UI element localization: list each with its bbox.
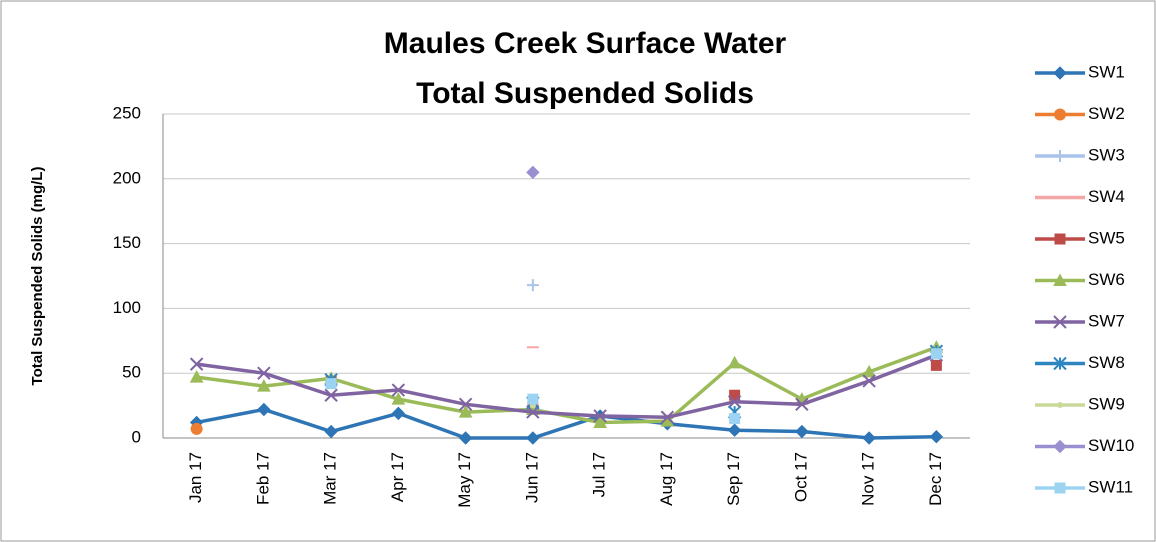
data-point xyxy=(458,405,473,418)
x-tick-label: Nov 17 xyxy=(859,452,878,506)
y-tick-label: 0 xyxy=(132,427,141,446)
legend-marker xyxy=(1054,482,1066,494)
data-point xyxy=(526,431,540,445)
data-point xyxy=(929,429,944,444)
y-axis-title: Total Suspended Solids (mg/L) xyxy=(29,167,46,386)
legend-marker xyxy=(1053,356,1067,371)
data-point xyxy=(795,424,809,439)
data-point xyxy=(257,379,271,392)
data-point xyxy=(189,357,204,371)
legend-label: SW3 xyxy=(1088,145,1125,164)
legend-label: SW11 xyxy=(1088,477,1133,496)
data-point xyxy=(862,431,876,445)
legend-marker xyxy=(1057,402,1063,408)
data-point xyxy=(526,279,539,292)
data-point xyxy=(257,402,271,417)
y-tick-label: 150 xyxy=(113,233,141,252)
data-point xyxy=(930,359,942,371)
data-point xyxy=(727,395,742,409)
data-point xyxy=(526,165,540,180)
legend-label: SW1 xyxy=(1088,62,1125,81)
legend-marker xyxy=(1053,66,1067,80)
x-tick-label: Feb 17 xyxy=(253,452,272,505)
x-tick-label: Aug 17 xyxy=(657,452,676,506)
legend-marker xyxy=(1053,273,1067,286)
data-point xyxy=(391,392,406,405)
x-tick-label: May 17 xyxy=(455,452,474,508)
legend-label: SW7 xyxy=(1088,311,1125,330)
data-point xyxy=(324,424,338,439)
x-tick-label: Jan 17 xyxy=(186,452,205,503)
data-point xyxy=(257,366,271,380)
data-point xyxy=(458,397,473,412)
legend-marker xyxy=(1053,315,1067,329)
series-line xyxy=(196,345,937,425)
x-tick-label: Jun 17 xyxy=(522,452,541,503)
legend-label: SW10 xyxy=(1088,436,1134,455)
y-tick-label: 100 xyxy=(113,298,141,317)
data-point xyxy=(930,348,942,360)
legend-label: SW2 xyxy=(1088,104,1125,123)
data-point xyxy=(593,415,607,428)
legend-label: SW4 xyxy=(1088,187,1125,206)
data-point xyxy=(189,370,204,383)
chart-title: Total Suspended Solids xyxy=(416,77,754,110)
series-line xyxy=(196,353,938,420)
x-tick-label: Oct 17 xyxy=(791,452,810,502)
data-point xyxy=(324,388,338,402)
x-tick-label: Mar 17 xyxy=(321,452,340,505)
data-point xyxy=(527,393,539,405)
legend-marker xyxy=(1054,233,1066,245)
data-point xyxy=(458,431,473,445)
legend-label: SW5 xyxy=(1088,228,1125,247)
x-tick-label: Dec 17 xyxy=(926,452,945,506)
data-point xyxy=(862,364,876,378)
data-point xyxy=(727,423,742,437)
y-tick-label: 200 xyxy=(113,168,141,187)
data-point xyxy=(325,378,337,390)
legend-marker xyxy=(1054,150,1066,162)
data-point xyxy=(727,355,742,369)
chart-title: Maules Creek Surface Water xyxy=(384,27,787,60)
legend-label: SW9 xyxy=(1088,394,1125,413)
x-tick-label: Jul 17 xyxy=(590,452,609,497)
legend-marker xyxy=(1053,439,1067,454)
data-point xyxy=(593,409,607,423)
legend-label: SW6 xyxy=(1088,270,1125,289)
data-point xyxy=(729,413,741,425)
data-point xyxy=(391,406,406,421)
data-point xyxy=(795,397,809,412)
data-point xyxy=(391,383,406,397)
legend-marker xyxy=(1054,108,1066,121)
x-tick-label: Apr 17 xyxy=(388,452,407,502)
y-tick-label: 250 xyxy=(113,103,141,122)
data-point xyxy=(190,422,203,435)
x-tick-label: Sep 17 xyxy=(724,452,743,506)
series-line xyxy=(196,407,937,440)
data-point xyxy=(660,410,675,424)
y-tick-label: 50 xyxy=(122,363,141,382)
data-point xyxy=(862,374,876,388)
legend-label: SW8 xyxy=(1088,353,1125,372)
